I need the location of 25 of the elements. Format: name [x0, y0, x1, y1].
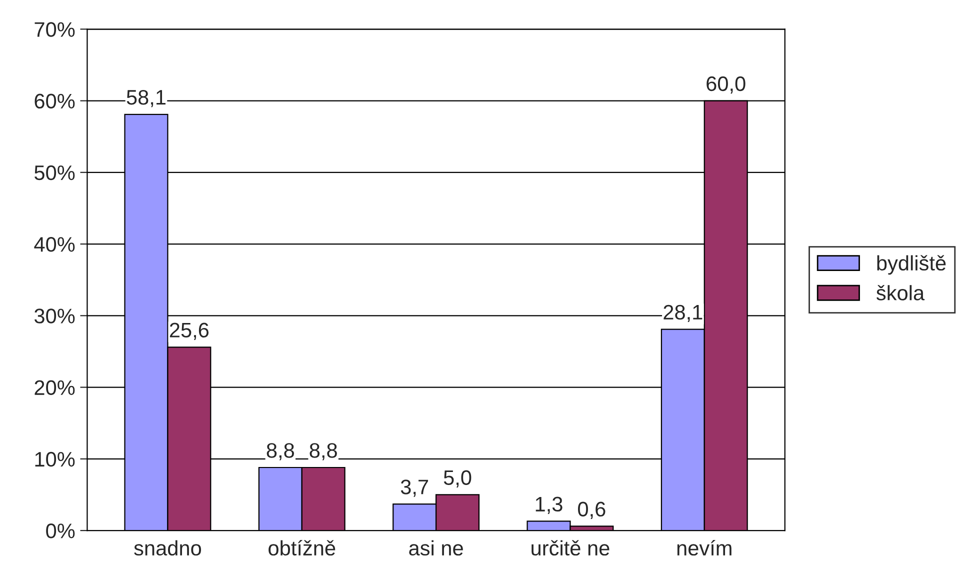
data-label: 3,7 [400, 480, 428, 497]
data-label: 8,8 [310, 443, 337, 460]
y-tick-label: 20% [34, 380, 75, 396]
y-tick-label: 10% [35, 452, 75, 467]
x-tick-label: určitě ne [532, 540, 610, 556]
y-tick-label: 0% [46, 524, 75, 538]
data-label: 58,1 [126, 90, 166, 108]
data-label: 1,3 [536, 496, 562, 514]
x-tick-label: snadno [134, 540, 202, 556]
y-tick-label: 60% [34, 94, 75, 109]
data-label: 0,6 [578, 502, 606, 520]
x-tick-label: nevím [677, 540, 732, 556]
y-tick-label: 30% [34, 308, 75, 324]
y-tick-label: 50% [34, 165, 75, 180]
legend-label: bydliště [877, 255, 946, 275]
data-label: 28,1 [664, 304, 702, 322]
x-tick-label: asi ne [409, 540, 463, 556]
data-label: 25,6 [170, 322, 209, 340]
data-label: 8,8 [266, 443, 294, 460]
data-label: 60,0 [706, 76, 746, 94]
data-label: 5,0 [444, 470, 472, 488]
x-tick-label: obtížně [268, 540, 336, 556]
legend-label: škola [876, 285, 925, 300]
y-tick-label: 70% [34, 22, 75, 37]
y-tick-label: 40% [34, 237, 75, 252]
